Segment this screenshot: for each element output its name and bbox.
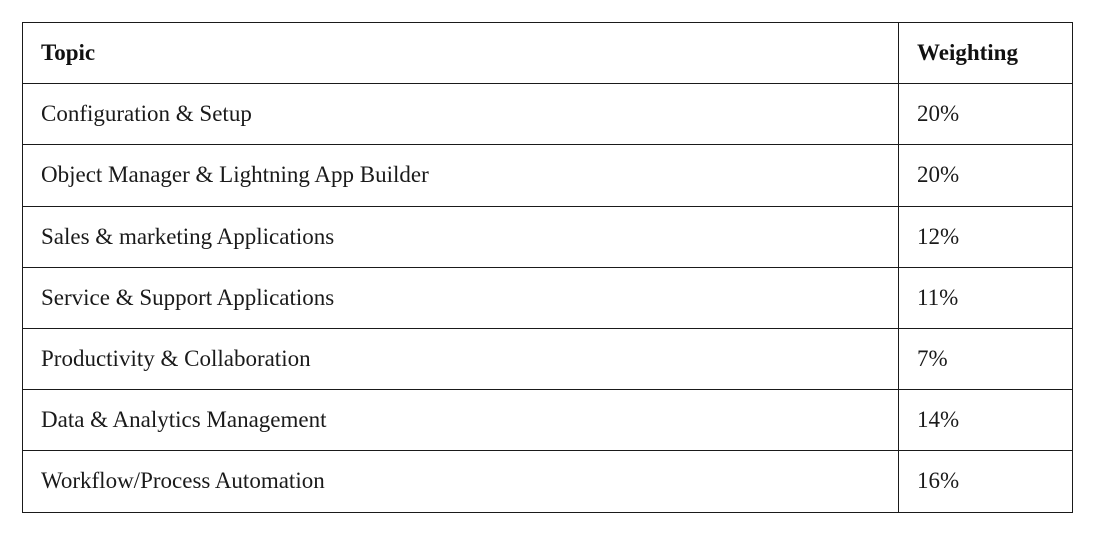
cell-topic: Service & Support Applications bbox=[23, 267, 899, 328]
table-row: Data & Analytics Management 14% bbox=[23, 390, 1073, 451]
cell-weighting: 7% bbox=[899, 328, 1073, 389]
table-row: Sales & marketing Applications 12% bbox=[23, 206, 1073, 267]
cell-weighting: 20% bbox=[899, 84, 1073, 145]
weighting-table: Topic Weighting Configuration & Setup 20… bbox=[22, 22, 1073, 513]
table-header-row: Topic Weighting bbox=[23, 23, 1073, 84]
column-header-weighting: Weighting bbox=[899, 23, 1073, 84]
table-row: Workflow/Process Automation 16% bbox=[23, 451, 1073, 512]
column-header-topic: Topic bbox=[23, 23, 899, 84]
table-row: Productivity & Collaboration 7% bbox=[23, 328, 1073, 389]
cell-topic: Productivity & Collaboration bbox=[23, 328, 899, 389]
cell-weighting: 11% bbox=[899, 267, 1073, 328]
cell-topic: Configuration & Setup bbox=[23, 84, 899, 145]
cell-weighting: 14% bbox=[899, 390, 1073, 451]
table-row: Object Manager & Lightning App Builder 2… bbox=[23, 145, 1073, 206]
cell-weighting: 12% bbox=[899, 206, 1073, 267]
table-row: Configuration & Setup 20% bbox=[23, 84, 1073, 145]
table-row: Service & Support Applications 11% bbox=[23, 267, 1073, 328]
cell-topic: Sales & marketing Applications bbox=[23, 206, 899, 267]
cell-weighting: 20% bbox=[899, 145, 1073, 206]
cell-topic: Object Manager & Lightning App Builder bbox=[23, 145, 899, 206]
cell-weighting: 16% bbox=[899, 451, 1073, 512]
cell-topic: Data & Analytics Management bbox=[23, 390, 899, 451]
cell-topic: Workflow/Process Automation bbox=[23, 451, 899, 512]
